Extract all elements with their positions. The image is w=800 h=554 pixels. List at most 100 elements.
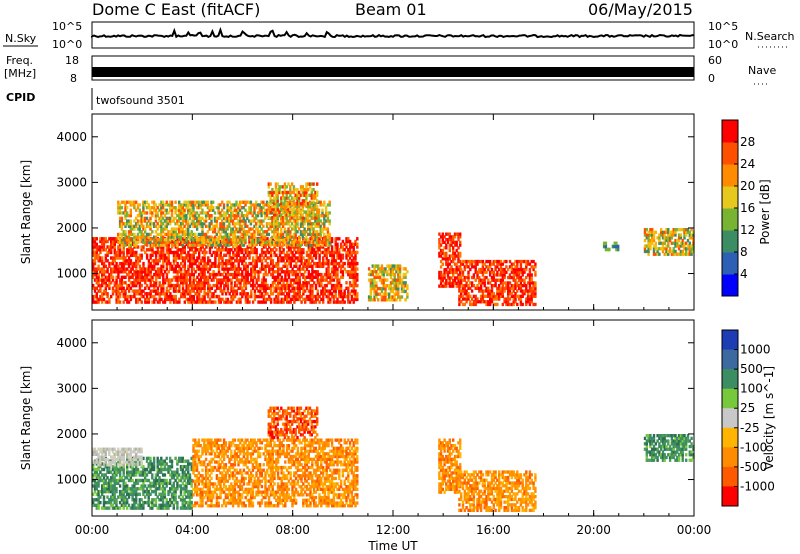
- echo-cell: [244, 224, 247, 228]
- echo-cell: [289, 250, 292, 255]
- echo-cell: [118, 208, 122, 212]
- echo-cell: [496, 278, 499, 282]
- echo-cell: [345, 253, 348, 257]
- echo-cell: [314, 300, 318, 304]
- echo-cell: [214, 250, 217, 255]
- echo-cell: [327, 259, 330, 263]
- echo-cell: [244, 275, 248, 279]
- echo-cell: [161, 200, 165, 204]
- echo-cell: [651, 236, 654, 240]
- echo-cell: [228, 278, 231, 282]
- echo-cell: [212, 283, 215, 288]
- echo-cell: [299, 185, 303, 189]
- echo-cell: [172, 256, 176, 260]
- echo-cell: [323, 253, 327, 257]
- echo-cell: [496, 297, 499, 301]
- echo-cell: [95, 245, 98, 249]
- echo-cell: [530, 286, 533, 290]
- echo-cell: [122, 250, 125, 255]
- echo-cell: [194, 248, 197, 252]
- echo-cell: [101, 259, 104, 263]
- echo-cell: [127, 272, 131, 277]
- echo-cell: [327, 272, 330, 277]
- echo-cell: [371, 281, 374, 285]
- echo-cell: [140, 283, 143, 288]
- echo-cell: [212, 270, 215, 274]
- echo-cell: [122, 211, 125, 215]
- echo-cell: [322, 278, 325, 282]
- echo-cell: [330, 259, 334, 263]
- echo-cell: [237, 235, 240, 239]
- echo-cell: [301, 222, 304, 226]
- echo-cell: [223, 283, 226, 288]
- echo-cell: [282, 278, 285, 282]
- echo-cell: [138, 281, 142, 285]
- echo-cell: [668, 249, 672, 254]
- echo-cell: [187, 267, 190, 271]
- echo-cell: [690, 233, 693, 237]
- echo-cell: [160, 206, 163, 210]
- echo-cell: [296, 245, 300, 249]
- echo-cell: [308, 222, 312, 226]
- echo-cell: [278, 281, 282, 285]
- echo-cell: [97, 476, 100, 480]
- echo-cell: [300, 253, 303, 257]
- echo-cell: [476, 275, 479, 280]
- echo-cell: [161, 222, 165, 226]
- echo-cell: [195, 227, 199, 231]
- echo-cell: [214, 261, 217, 266]
- echo-cell: [113, 281, 116, 285]
- echo-cell: [481, 267, 485, 272]
- echo-cell: [250, 294, 253, 299]
- echo-cell: [181, 294, 185, 299]
- echo-cell: [304, 300, 307, 304]
- echo-cell: [465, 262, 468, 266]
- echo-cell: [260, 250, 264, 255]
- echo-cell: [345, 270, 348, 274]
- echo-cell: [369, 289, 373, 294]
- echo-cell: [187, 211, 190, 215]
- echo-cell: [192, 267, 195, 271]
- echo-cell: [140, 216, 143, 220]
- echo-cell: [230, 248, 233, 252]
- echo-cell: [249, 203, 253, 207]
- echo-cell: [169, 267, 172, 271]
- echo-cell: [197, 206, 201, 210]
- echo-cell: [672, 241, 675, 245]
- echo-cell: [264, 214, 267, 218]
- echo-cell: [198, 261, 201, 266]
- echo-cell: [244, 261, 248, 266]
- echo-cell: [92, 242, 95, 246]
- echo-cell: [183, 200, 186, 204]
- echo-cell: [302, 250, 305, 255]
- echo-cell: [249, 222, 253, 226]
- echo-cell: [188, 214, 192, 218]
- echo-cell: [452, 259, 455, 264]
- echo-cell: [338, 256, 341, 260]
- echo-cell: [180, 239, 183, 244]
- echo-cell: [181, 211, 184, 215]
- echo-cell: [336, 283, 339, 288]
- echo-cell: [318, 272, 321, 277]
- echo-cell: [289, 216, 292, 220]
- echo-cell: [93, 245, 97, 249]
- echo-cell: [208, 272, 212, 277]
- echo-cell: [380, 295, 384, 299]
- echo-cell: [244, 232, 247, 237]
- echo-cell: [249, 235, 253, 239]
- echo-cell: [528, 297, 532, 301]
- echo-cell: [316, 222, 319, 226]
- echo-cell: [269, 259, 273, 263]
- echo-cell: [672, 230, 675, 234]
- echo-cell: [397, 272, 400, 277]
- echo-cell: [144, 275, 147, 279]
- echo-cell: [273, 213, 276, 217]
- echo-cell: [216, 248, 219, 252]
- echo-cell: [494, 265, 497, 269]
- echo-cell: [215, 219, 218, 223]
- echo-cell: [277, 300, 280, 304]
- echo-cell: [526, 300, 530, 304]
- echo-cell: [241, 294, 244, 299]
- echo-cell: [350, 264, 354, 268]
- echo-cell: [301, 188, 304, 192]
